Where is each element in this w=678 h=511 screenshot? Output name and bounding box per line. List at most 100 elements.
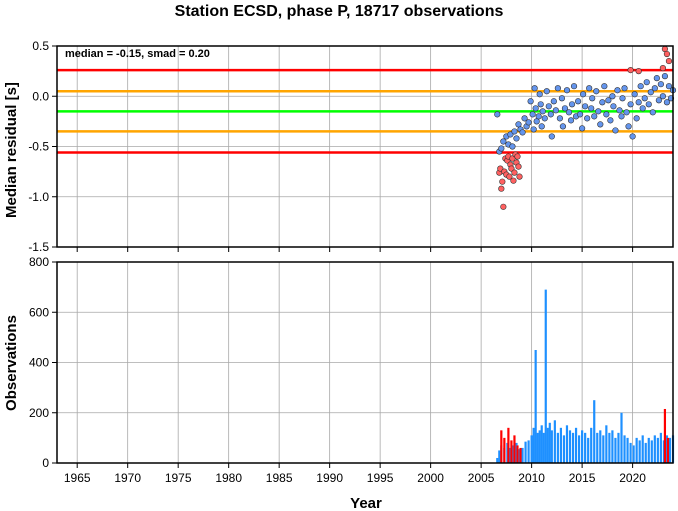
residual-point — [619, 95, 626, 102]
residual-point — [514, 153, 521, 160]
residual-point — [629, 133, 636, 140]
residual-point — [633, 115, 640, 122]
x-tick-label: 1985 — [266, 471, 293, 485]
residual-ticks: 0.5 0.0 -0.5 -1.0 -1.5 — [28, 39, 634, 254]
residual-y-tick-label: 0.5 — [32, 39, 49, 53]
residual-point — [494, 111, 501, 118]
x-tick-label: 1975 — [165, 471, 192, 485]
residual-point — [545, 103, 552, 110]
residual-point — [595, 108, 602, 115]
residual-point — [661, 73, 669, 80]
observations-y-tick-label: 400 — [29, 356, 49, 370]
residual-point — [645, 101, 652, 108]
residual-point — [653, 75, 660, 82]
residual-point — [559, 123, 567, 130]
residual-point — [631, 91, 638, 98]
residual-point — [591, 113, 598, 120]
residual-point — [584, 115, 591, 122]
residual-point — [498, 145, 505, 152]
x-tick-label: 2020 — [619, 471, 646, 485]
residual-point — [659, 65, 667, 72]
residual-point — [506, 173, 513, 180]
residual-point — [603, 111, 610, 118]
x-tick-label: 2015 — [569, 471, 596, 485]
residual-point — [574, 98, 582, 105]
x-tick-label: 1995 — [367, 471, 394, 485]
residual-point — [516, 173, 523, 180]
residual-point — [537, 101, 544, 108]
residual-point — [500, 203, 507, 210]
stats-annotation: median = -0.15, smad = 0.20 — [65, 48, 210, 60]
residual-point — [548, 133, 555, 140]
residual-point — [593, 88, 600, 95]
residual-point — [539, 108, 546, 115]
residual-point — [521, 115, 528, 122]
residual-point — [625, 123, 632, 130]
residual-point — [665, 83, 673, 90]
observations-y-tick-label: 200 — [29, 406, 49, 420]
residual-point — [663, 99, 671, 106]
residual-point — [510, 177, 517, 184]
residual-point — [597, 121, 604, 128]
residual-point — [635, 99, 642, 106]
residual-reference-lines — [57, 68, 673, 154]
residual-point — [621, 85, 628, 92]
observations-panel: 1965 1970 1975 1980 1985 1990 1995 2000 2005 2010… — [3, 255, 675, 511]
residual-point — [655, 97, 662, 104]
residual-panel: 0.5 0.0 -0.5 -1.0 -1.5 median = -0.15, smad … — [3, 39, 677, 254]
residual-point — [610, 103, 617, 110]
residual-point — [586, 85, 593, 92]
residual-point — [543, 88, 550, 95]
residual-point — [547, 111, 554, 118]
residual-point — [565, 109, 573, 116]
residual-point — [532, 105, 539, 112]
observations-ticks: 1965 1970 1975 1980 1985 1990 1995 2000 2005 2010… — [29, 255, 646, 485]
x-tick-label: 1990 — [316, 471, 343, 485]
residual-points — [494, 45, 677, 210]
residual-point — [500, 138, 507, 145]
residual-point — [651, 85, 658, 92]
residual-point — [519, 129, 526, 136]
residual-point — [639, 105, 646, 112]
residual-point — [665, 57, 673, 65]
residual-point — [570, 83, 578, 90]
residual-point — [509, 143, 516, 150]
residual-point — [535, 113, 542, 120]
residual-point — [550, 98, 557, 105]
residual-point — [561, 105, 569, 112]
residual-point — [541, 115, 548, 122]
residual-point — [627, 67, 634, 74]
residual-point — [605, 97, 612, 104]
residual-point — [511, 169, 518, 176]
residual-point — [554, 85, 561, 92]
residual-point — [623, 109, 630, 116]
residual-point — [579, 125, 586, 132]
residual-y-axis-label: Median residual [s] — [3, 82, 20, 218]
residual-point — [612, 127, 619, 134]
residual-point — [657, 81, 664, 88]
x-tick-label: 2010 — [518, 471, 545, 485]
residual-point — [580, 91, 587, 98]
residual-point — [607, 117, 614, 124]
observations-y-tick-label: 600 — [29, 305, 49, 319]
chart-title: Station ECSD, phase P, 18717 observation… — [175, 3, 504, 20]
x-tick-label: 2000 — [417, 471, 444, 485]
residual-point — [498, 185, 505, 192]
residual-point — [567, 117, 575, 124]
x-tick-label: 1980 — [215, 471, 242, 485]
residual-point — [627, 101, 634, 108]
residual-point — [609, 93, 616, 100]
residual-point — [637, 83, 644, 90]
observations-grid — [57, 261, 673, 464]
residual-point — [635, 68, 642, 75]
x-tick-label: 1970 — [114, 471, 141, 485]
residual-point — [499, 178, 506, 185]
residual-point — [556, 115, 563, 122]
residual-grid — [57, 45, 673, 248]
residual-point — [649, 109, 656, 116]
residual-point — [576, 111, 584, 118]
residual-point — [601, 83, 608, 90]
residual-point — [536, 91, 543, 98]
observations-bars — [496, 289, 675, 463]
